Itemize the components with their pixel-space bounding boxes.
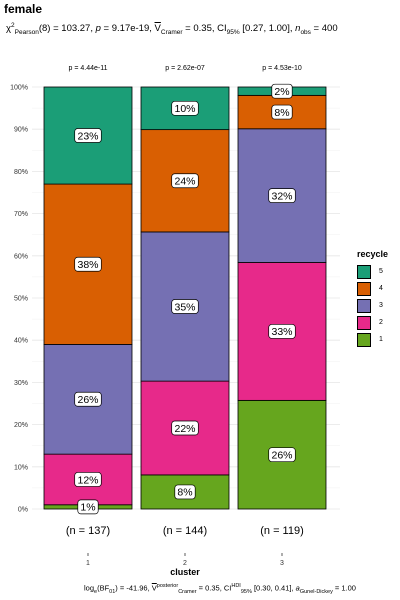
y-tick-label: 60% [14, 253, 28, 260]
y-tick-label: 40% [14, 338, 28, 345]
p-value-label: p = 2.62e-07 [165, 65, 205, 72]
segment-label-box [74, 128, 102, 143]
segment-label: 8% [274, 107, 289, 119]
y-tick-label: 20% [14, 422, 28, 429]
p-value-label: p = 4.53e-10 [262, 65, 302, 72]
segment-label-box [171, 299, 199, 314]
x-axis-title: cluster [170, 567, 200, 577]
segment-label: 33% [271, 326, 292, 338]
y-tick-label: 50% [14, 296, 28, 303]
segment-label-box [268, 324, 296, 339]
segment-label-box [171, 173, 199, 189]
y-tick-label: 100% [10, 85, 28, 92]
segment-label: 26% [77, 394, 98, 406]
p-value-label: p = 4.44e-11 [69, 65, 108, 72]
segment-label: 38% [77, 259, 98, 271]
segment-label: 35% [174, 301, 195, 313]
legend-item: 5 [357, 263, 383, 280]
y-tick-label: 10% [14, 464, 28, 471]
segment-label: 26% [271, 449, 292, 461]
legend-item: 4 [357, 280, 383, 297]
legend-swatch [357, 264, 371, 279]
segment-label-box [268, 188, 296, 203]
legend-swatch [357, 298, 371, 313]
legend: 5 4 3 2 1 [357, 263, 383, 348]
y-tick-label: 0% [18, 507, 28, 514]
y-tick-label: 80% [14, 169, 28, 176]
segment-label-box [268, 447, 296, 463]
y-tick-label: 90% [14, 127, 28, 134]
segment-label: 12% [77, 474, 98, 486]
segment-label: 23% [77, 130, 98, 142]
segment-label-box [171, 420, 199, 436]
chart-caption: loge(BF01) = -41.96, VposteriorCramer = … [84, 583, 356, 595]
x-tick-label: 3 [280, 560, 284, 567]
legend-title: recycle [357, 249, 389, 259]
legend-swatch [357, 332, 371, 347]
n-count-label: (n = 144) [163, 525, 207, 537]
n-count-label: (n = 137) [66, 525, 110, 537]
legend-label: 4 [379, 285, 383, 292]
segment-label: 8% [177, 487, 192, 499]
y-tick-label: 30% [14, 380, 28, 387]
segment-label-box [271, 104, 293, 120]
n-count-label: (n = 119) [260, 525, 304, 537]
legend-label: 2 [379, 319, 383, 326]
segment-label: 2% [274, 86, 289, 98]
segment-label-box [74, 256, 102, 272]
segment-label: 32% [271, 190, 292, 202]
legend-swatch [357, 315, 371, 330]
y-tick-label: 70% [14, 211, 28, 218]
legend-label: 3 [379, 302, 383, 309]
legend-item: 1 [357, 331, 383, 348]
segment-label-box [171, 100, 199, 116]
x-tick-label: 2 [183, 560, 187, 567]
legend-swatch [357, 281, 371, 296]
chart-title: female [4, 2, 43, 16]
segment-label: 1% [80, 502, 95, 514]
segment-label-box [77, 499, 99, 515]
x-tick-label: 1 [86, 560, 90, 567]
segment-label: 24% [174, 176, 195, 188]
segment-label-box [74, 391, 102, 407]
segment-label: 22% [174, 423, 195, 435]
segment-label-box [271, 83, 293, 99]
segment-label: 10% [174, 103, 195, 115]
legend-label: 1 [379, 336, 383, 343]
legend-item: 2 [357, 314, 383, 331]
legend-label: 5 [379, 268, 383, 275]
segment-label-box [74, 472, 102, 487]
legend-item: 3 [357, 297, 383, 314]
chart-subtitle: χ2Pearson(8) = 103.27, p = 9.17e-19, VCr… [6, 22, 338, 37]
segment-label-box [174, 484, 196, 500]
